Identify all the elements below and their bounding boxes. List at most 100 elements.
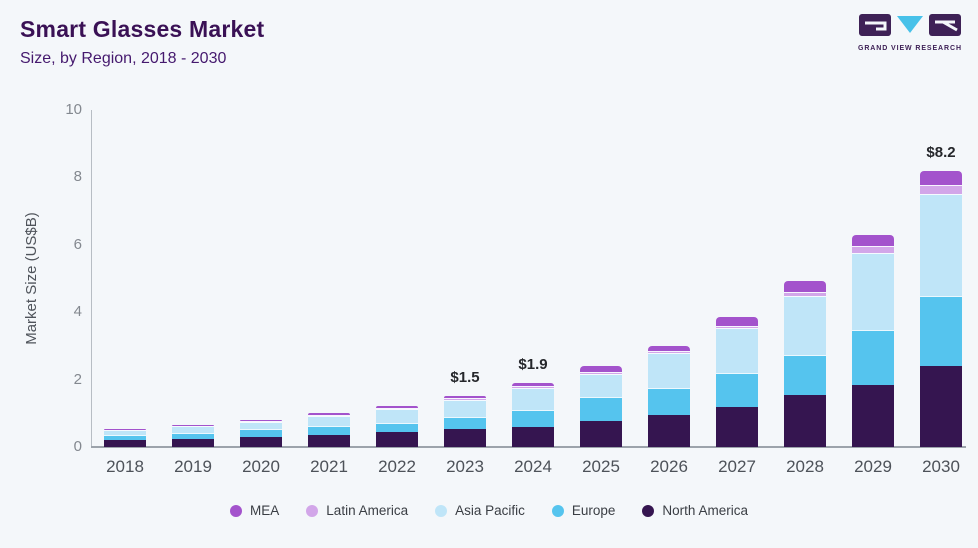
bar-segment-europe-2029 — [852, 330, 894, 385]
bar-segment-latin-america-2028 — [784, 292, 826, 296]
bar-segment-north-america-2022 — [376, 432, 418, 447]
x-tick-2020: 2020 — [242, 457, 280, 476]
legend-dot-north-america — [642, 504, 655, 517]
bar-segment-asia-pacific-2026 — [648, 353, 690, 388]
legend-dot-latin-america — [306, 504, 319, 517]
bar-segment-north-america-2024 — [512, 427, 554, 447]
bar-segment-latin-america-2024 — [512, 386, 554, 388]
gvr-logo-icon: GRAND VIEW RESEARCH — [858, 14, 962, 52]
logo-letter-g — [865, 21, 887, 31]
x-tick-2025: 2025 — [582, 457, 620, 476]
bar-segment-north-america-2026 — [648, 415, 690, 447]
bar-segment-mea-2030 — [920, 171, 962, 185]
bar-segment-asia-pacific-2025 — [580, 374, 622, 397]
bar-segment-europe-2026 — [648, 388, 690, 415]
bar-segment-asia-pacific-2030 — [920, 194, 962, 296]
bar-segment-mea-2022 — [376, 406, 418, 408]
bar-segment-europe-2028 — [784, 355, 826, 395]
bar-segment-europe-2024 — [512, 410, 554, 427]
legend-label-mea: MEA — [250, 503, 280, 518]
x-tick-2029: 2029 — [854, 457, 892, 476]
x-tick-2027: 2027 — [718, 457, 756, 476]
bar-segment-mea-2029 — [852, 235, 894, 246]
bar-segment-asia-pacific-2020 — [240, 422, 282, 429]
legend-label-north-america: North America — [662, 503, 748, 518]
bar-segment-asia-pacific-2023 — [444, 400, 486, 417]
bar-segment-north-america-2020 — [240, 437, 282, 447]
bar-segment-asia-pacific-2027 — [716, 328, 758, 373]
legend-item-mea: MEA — [230, 503, 279, 518]
bar-segment-mea-2018 — [104, 429, 146, 430]
bar-value-label-2024: $1.9 — [518, 355, 548, 373]
bar-segment-north-america-2025 — [580, 421, 622, 447]
bar-segment-latin-america-2022 — [376, 408, 418, 409]
legend-item-latin-america: Latin America — [306, 503, 408, 518]
bar-segment-latin-america-2030 — [920, 185, 962, 194]
bar-segment-asia-pacific-2021 — [308, 416, 350, 426]
bar-segment-latin-america-2023 — [444, 398, 486, 400]
bar-segment-mea-2027 — [716, 317, 758, 326]
legend-label-europe: Europe — [571, 503, 616, 518]
bar-segment-north-america-2028 — [784, 395, 826, 447]
x-tick-2023: 2023 — [446, 457, 484, 476]
y-axis-line — [91, 110, 92, 448]
bar-segment-asia-pacific-2029 — [852, 253, 894, 330]
bar-value-label-2023: $1.5 — [450, 369, 480, 387]
bar-segment-europe-2020 — [240, 429, 282, 437]
x-tick-2026: 2026 — [650, 457, 688, 476]
logo-triangle-v — [897, 16, 923, 33]
x-tick-2019: 2019 — [174, 457, 212, 476]
bar-segment-europe-2018 — [104, 435, 146, 440]
legend-dot-asia-pacific — [435, 504, 448, 517]
legend-label-asia-pacific: Asia Pacific — [455, 503, 525, 518]
legend-item-north-america: North America — [642, 503, 748, 518]
bar-segment-europe-2025 — [580, 397, 622, 421]
logo-block-r — [929, 14, 961, 36]
bar-value-label-2030: $8.2 — [926, 143, 956, 161]
bar-segment-mea-2026 — [648, 346, 690, 351]
bar-segment-mea-2025 — [580, 366, 622, 372]
bar-segment-europe-2027 — [716, 373, 758, 407]
x-tick-2028: 2028 — [786, 457, 824, 476]
bar-segment-europe-2021 — [308, 426, 350, 435]
bar-segment-latin-america-2020 — [240, 421, 282, 422]
bar-segment-asia-pacific-2019 — [172, 426, 214, 433]
bar-segment-asia-pacific-2024 — [512, 388, 554, 410]
legend-item-asia-pacific: Asia Pacific — [435, 503, 525, 518]
y-tick-0: 0 — [73, 438, 82, 455]
legend: MEA Latin America Asia Pacific Europe North … — [0, 503, 978, 518]
x-tick-2024: 2024 — [514, 457, 552, 476]
bar-segment-mea-2028 — [784, 281, 826, 292]
bar-segment-latin-america-2026 — [648, 351, 690, 353]
legend-item-europe: Europe — [551, 503, 616, 518]
bar-segment-mea-2021 — [308, 413, 350, 415]
logo-caption: GRAND VIEW RESEARCH — [858, 45, 962, 52]
bar-segment-mea-2024 — [512, 383, 554, 386]
x-tick-2030: 2030 — [922, 457, 960, 476]
bar-segment-europe-2019 — [172, 433, 214, 439]
bar-segment-latin-america-2025 — [580, 372, 622, 374]
bar-segment-mea-2020 — [240, 420, 282, 421]
y-tick-2: 2 — [73, 370, 82, 388]
bar-segment-latin-america-2027 — [716, 326, 758, 328]
bar-segment-asia-pacific-2028 — [784, 296, 826, 355]
x-tick-2021: 2021 — [310, 457, 348, 476]
y-axis-title: Market Size (US$B) — [23, 212, 40, 345]
y-tick-10: 10 — [65, 101, 82, 118]
page-title: Smart Glasses Market — [20, 16, 265, 42]
page-subtitle: Size, by Region, 2018 - 2030 — [20, 50, 227, 67]
bar-segment-north-america-2027 — [716, 407, 758, 447]
bar-segment-north-america-2023 — [444, 429, 486, 447]
bar-segment-asia-pacific-2018 — [104, 430, 146, 435]
x-axis-line — [91, 446, 966, 448]
bar-segment-latin-america-2029 — [852, 246, 894, 253]
gvr-logo: GRAND VIEW RESEARCH — [856, 13, 966, 53]
x-tick-2022: 2022 — [378, 457, 416, 476]
legend-dot-europe — [551, 504, 564, 517]
bar-segment-north-america-2021 — [308, 435, 350, 447]
bar-segment-north-america-2018 — [104, 440, 146, 447]
bar-segment-europe-2023 — [444, 417, 486, 429]
bar-segment-asia-pacific-2022 — [376, 409, 418, 423]
